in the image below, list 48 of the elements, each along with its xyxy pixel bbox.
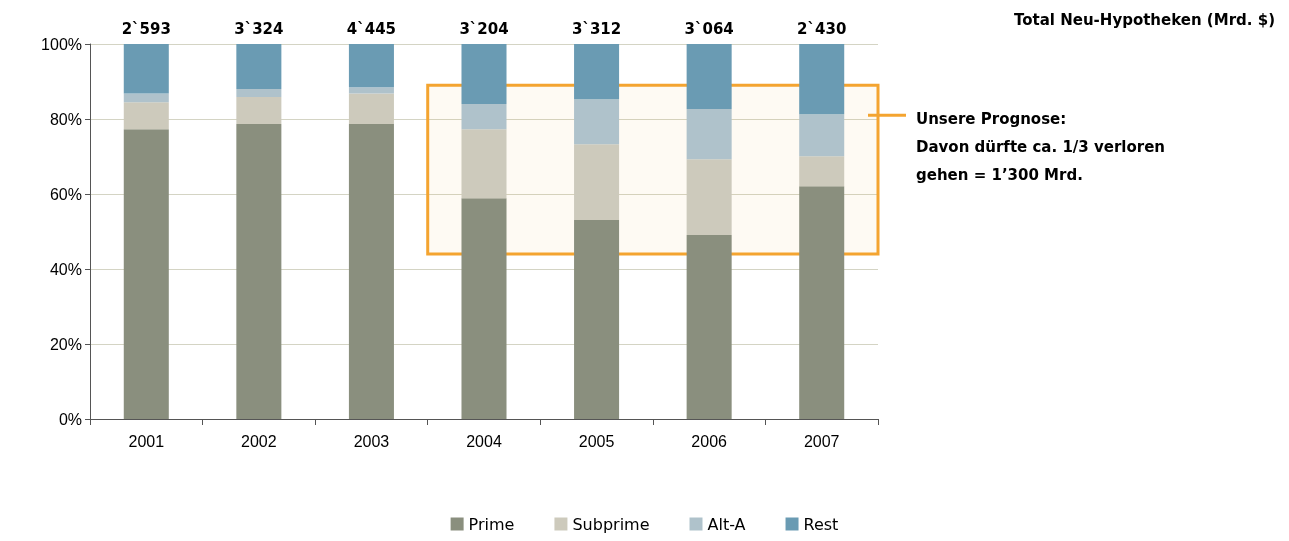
bar [799,186,845,419]
y-tick-label: 40% [49,260,82,278]
bar [236,44,282,89]
legend-label: Subprime [572,514,650,534]
bar [799,114,845,157]
annotation: 3`064 [684,19,734,38]
bar [236,123,282,419]
x-tick-label: 2001 [128,432,165,450]
text: Total Neu-Hypotheken (Mrd. $) [1013,10,1276,29]
bar [461,44,507,104]
band-label: Unsere Prognose: Davon dürfte ca. 1/3 verloren gehen = 1’300 Mrd. [916,110,1166,185]
x-tick-label: 2004 [466,432,502,450]
bar [348,87,394,94]
bar [123,44,169,94]
bar [123,93,169,103]
annotation: 4`445 [346,19,397,38]
x-tick-label: 2006 [691,432,728,450]
bar [686,108,732,160]
y-tick-label: 100% [41,35,82,53]
annotation: 2`593 [121,19,171,38]
y-tick-label: 20% [49,335,82,353]
legend-label: Rest [803,514,839,534]
bar [461,198,507,419]
bar [236,89,282,97]
x-tick-label: 2005 [578,432,615,450]
bar [574,219,620,419]
y-tick-label: 0% [58,410,82,428]
x-tick-label: 2002 [241,432,277,450]
legend-label: Alt-A [707,514,746,534]
annotation: 3`204 [459,19,509,38]
legend-label: Prime [468,514,515,534]
bar [123,129,169,419]
bar [799,44,845,115]
bar [574,44,620,100]
x-tick-label: 2003 [353,432,390,450]
y-tick-label: 80% [49,110,82,128]
bar [799,156,845,187]
bar [348,44,394,88]
x-tick-label: 2007 [803,432,840,450]
y-tick-label: 60% [49,185,82,203]
annotation: 2`430 [797,19,847,38]
bar [686,44,732,109]
bar [574,99,620,145]
bar [348,123,394,419]
bar [461,104,507,130]
annotation: 3`312 [571,19,622,38]
bar [686,234,732,419]
annotation: 3`324 [234,19,284,38]
